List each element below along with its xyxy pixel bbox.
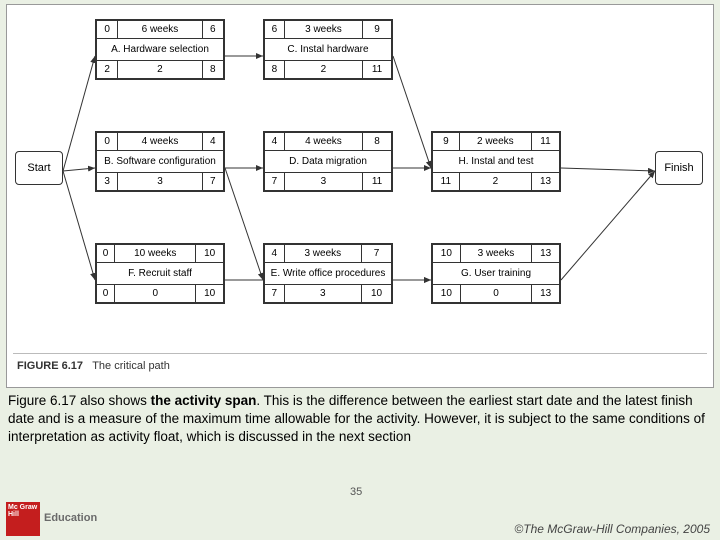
figure-title: The critical path [92, 360, 170, 372]
education-label: Education [44, 512, 97, 524]
activity-D: 44 weeks8D. Data migration7311 [263, 131, 393, 192]
network-diagram: Start Finish 06 weeks6A. Hardware selectio… [13, 11, 707, 347]
activity-A: 06 weeks6A. Hardware selection228 [95, 19, 225, 80]
activity-C: 63 weeks9C. Instal hardware8211 [263, 19, 393, 80]
page-number: 35 [350, 486, 362, 498]
figure-caption: FIGURE 6.17 The critical path [13, 353, 707, 372]
publisher-logo: Mc Graw Hill [6, 502, 40, 536]
description-text: Figure 6.17 also shows the activity span… [8, 392, 712, 447]
finish-node: Finish [655, 151, 703, 185]
edge-start-A [63, 56, 95, 171]
edge-B-E [225, 168, 263, 280]
activity-G: 103 weeks13G. User training10013 [431, 243, 561, 304]
desc-prefix: Figure 6.17 also shows [8, 393, 151, 408]
diagram-panel: Start Finish 06 weeks6A. Hardware selectio… [6, 4, 714, 388]
activity-H: 92 weeks11H. Instal and test11213 [431, 131, 561, 192]
logo-text: Mc Graw Hill [8, 504, 37, 518]
start-node: Start [15, 151, 63, 185]
edge-start-B [63, 168, 95, 171]
edge-start-F [63, 171, 95, 280]
activity-B: 04 weeks4B. Software configuration337 [95, 131, 225, 192]
activity-E: 43 weeks7E. Write office procedures7310 [263, 243, 393, 304]
activity-F: 010 weeks10F. Recruit staff0010 [95, 243, 225, 304]
edge-C-H [393, 56, 431, 168]
edge-H-finish [561, 168, 655, 171]
desc-bold: the activity span [151, 393, 257, 408]
edge-G-finish [561, 171, 655, 280]
copyright-text: ©The McGraw-Hill Companies, 2005 [514, 522, 710, 536]
figure-label: FIGURE 6.17 [17, 360, 83, 372]
